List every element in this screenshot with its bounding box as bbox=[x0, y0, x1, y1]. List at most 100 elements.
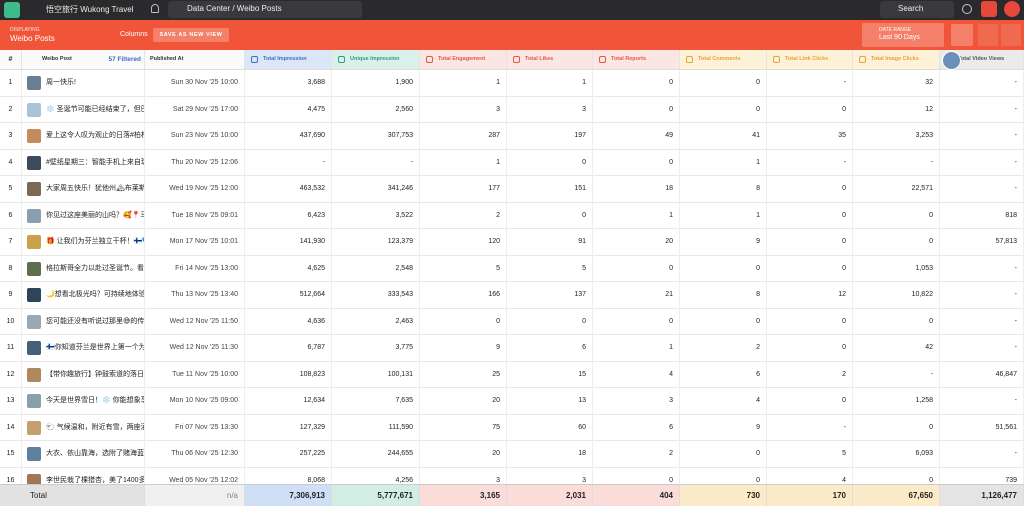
translate-button[interactable] bbox=[978, 24, 998, 46]
metric-value: 25 bbox=[420, 361, 507, 388]
row[interactable] bbox=[0, 335, 1024, 362]
column-header[interactable]: Weibo Post bbox=[22, 50, 145, 69]
row[interactable] bbox=[0, 362, 1024, 388]
save-view-button[interactable]: SAVE AS NEW VIEW bbox=[153, 28, 229, 42]
metric-value: 0 bbox=[767, 255, 853, 282]
column-header[interactable]: Total Impression bbox=[245, 50, 332, 69]
metric-value: 21 bbox=[593, 282, 680, 309]
metric-value: 1 bbox=[420, 70, 507, 97]
thumbnail bbox=[27, 208, 41, 223]
row[interactable] bbox=[0, 309, 1024, 335]
metric-value: 2 bbox=[767, 361, 853, 388]
column-header[interactable]: Total Likes bbox=[507, 50, 593, 69]
column-header[interactable]: # bbox=[0, 50, 22, 69]
breadcrumb-box[interactable] bbox=[168, 1, 362, 18]
post-text[interactable]: 您可能还没有听说过那里😅的传... bbox=[0, 308, 145, 335]
row[interactable] bbox=[0, 150, 1024, 176]
brand[interactable]: 悟空旅行 Wukong Travel bbox=[46, 5, 134, 14]
row[interactable] bbox=[0, 415, 1024, 441]
metric-value: 1 bbox=[680, 202, 767, 229]
download-button[interactable] bbox=[1001, 24, 1021, 46]
post-text[interactable]: 周一快乐! bbox=[0, 70, 145, 97]
row[interactable] bbox=[0, 97, 1024, 123]
metric-value: 18 bbox=[507, 441, 593, 468]
post-text[interactable]: 🇫🇮你知道芬兰是世界上第一个为... bbox=[0, 335, 145, 362]
metric-value: 287 bbox=[420, 123, 507, 150]
post-text[interactable]: #壁纸星期三：智能手机上来自瑞... bbox=[0, 149, 145, 176]
filtered-count[interactable]: 57 Filtered bbox=[108, 56, 141, 63]
row[interactable] bbox=[0, 203, 1024, 229]
row[interactable] bbox=[0, 176, 1024, 203]
total-label[interactable]: Total bbox=[0, 485, 145, 506]
metric-value: 2 bbox=[593, 441, 680, 468]
column-header[interactable]: Total Image Clicks bbox=[853, 50, 940, 69]
search-box[interactable] bbox=[880, 1, 954, 18]
metric-value: - bbox=[767, 414, 853, 441]
metric-value: - bbox=[940, 255, 1024, 282]
column-icon bbox=[426, 56, 433, 63]
published-at: Wed 05 Nov '25 12:02 bbox=[145, 467, 245, 484]
post-text[interactable]: 大衣、依山靠海，选附了赌海蓝天... bbox=[0, 441, 145, 468]
displaying-value[interactable]: Weibo Posts bbox=[10, 34, 55, 43]
search[interactable]: Search bbox=[898, 4, 924, 13]
thumbnail bbox=[27, 394, 41, 408]
avatar[interactable] bbox=[942, 51, 961, 70]
help-icon[interactable] bbox=[962, 4, 972, 14]
row[interactable] bbox=[0, 441, 1024, 468]
metric-value: 463,532 bbox=[245, 176, 332, 203]
column-header[interactable]: Unique Impression bbox=[332, 50, 420, 69]
post-text[interactable]: 🐑 气候温和，附近有雪，两座酒... bbox=[0, 414, 145, 441]
metric-value: 307,753 bbox=[332, 123, 420, 150]
metric-value: 0 bbox=[593, 70, 680, 97]
row[interactable] bbox=[0, 123, 1024, 150]
row-number: 10 bbox=[0, 308, 22, 335]
metric-value: 57,813 bbox=[940, 229, 1024, 256]
row-number: 3 bbox=[0, 123, 22, 150]
post-text[interactable]: 🌙想看北极光吗？可持续地体验... bbox=[0, 282, 145, 309]
post-text[interactable]: 爱上这令人叹为观止的日落#柏林... bbox=[0, 123, 145, 150]
column-header[interactable]: Total Engagement bbox=[420, 50, 507, 69]
breadcrumb[interactable]: Data Center / Weibo Posts bbox=[187, 4, 282, 13]
row[interactable] bbox=[0, 388, 1024, 415]
metric-value: 0 bbox=[853, 308, 940, 335]
post-text[interactable]: 今天是世界雪日！❄️ 你能想象享... bbox=[0, 388, 145, 415]
bell-icon[interactable] bbox=[151, 4, 159, 13]
post-text[interactable]: 你见过这座美丽的山吗？🥰📍马... bbox=[0, 202, 145, 229]
total-value: 2,031 bbox=[507, 485, 593, 506]
post-text[interactable]: 大家周五快乐！犹他州🏔布莱斯... bbox=[0, 176, 145, 203]
column-icon bbox=[251, 56, 258, 63]
published-at: Wed 12 Nov '25 11:50 bbox=[145, 308, 245, 335]
metric-value: 20 bbox=[420, 441, 507, 468]
post-text[interactable]: ❄️ 圣诞节可能已经结束了，但巴... bbox=[0, 96, 145, 123]
column-header[interactable]: Total Reports bbox=[593, 50, 680, 69]
metric-value: 0 bbox=[507, 308, 593, 335]
metric-value: 141,930 bbox=[245, 229, 332, 256]
post-text[interactable]: 格拉斯哥全力以赴过圣诞节。看起... bbox=[0, 255, 145, 282]
row[interactable] bbox=[0, 282, 1024, 309]
metric-value: 0 bbox=[680, 441, 767, 468]
metric-value: 0 bbox=[853, 467, 940, 484]
column-header[interactable]: Total Comments bbox=[680, 50, 767, 69]
alert-button[interactable] bbox=[1004, 1, 1020, 17]
filter-button[interactable] bbox=[951, 24, 973, 46]
column-header[interactable]: Published At bbox=[145, 50, 245, 69]
metric-value: 127,329 bbox=[245, 414, 332, 441]
post-text[interactable]: 李世民栽了棵猎杏，美了1400多年 bbox=[0, 467, 145, 484]
row-number: 1 bbox=[0, 70, 22, 97]
post-text[interactable]: 【带你趣旅行】钟鼓索道的落日、夏大门... bbox=[0, 361, 145, 388]
date-range-value[interactable]: Last 90 Days bbox=[879, 34, 920, 41]
row[interactable] bbox=[0, 70, 1024, 97]
add-button[interactable] bbox=[981, 1, 997, 17]
post-text[interactable]: 🎁 让我们为芬兰独立干杯！🇫🇮💙... bbox=[0, 229, 145, 256]
metric-value: 818 bbox=[940, 202, 1024, 229]
published-at: Tue 18 Nov '25 09:01 bbox=[145, 202, 245, 229]
published-at: Sat 29 Nov '25 17:00 bbox=[145, 96, 245, 123]
metric-value: 4,256 bbox=[332, 467, 420, 484]
thumbnail bbox=[27, 235, 41, 249]
columns-button[interactable]: Columns bbox=[120, 31, 148, 38]
row[interactable] bbox=[0, 256, 1024, 282]
metric-value: - bbox=[940, 335, 1024, 362]
date-range-box[interactable] bbox=[862, 23, 944, 47]
column-header[interactable]: Total Link Clicks bbox=[767, 50, 853, 69]
row[interactable] bbox=[0, 229, 1024, 256]
